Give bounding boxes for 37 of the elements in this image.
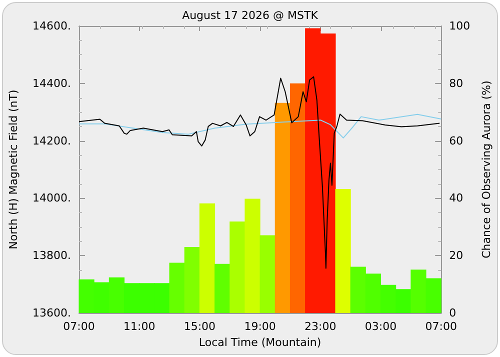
bar xyxy=(335,189,351,313)
x-axis-title: Local Time (Mountain) xyxy=(198,336,322,349)
x-tick-label: 03:00 xyxy=(364,320,397,333)
bar xyxy=(426,278,442,313)
y2-tick-label: 0 xyxy=(449,306,456,320)
y-tick-label: 14000. xyxy=(32,192,71,205)
y2-tick-label: 60 xyxy=(449,134,464,148)
x-tick-label: 23:00 xyxy=(304,320,336,333)
y-axis-title: North (H) Magnetic Field (nT) xyxy=(7,90,20,250)
bar xyxy=(169,262,185,313)
y2-tick-label: 40 xyxy=(449,192,464,205)
y2-tick-label: 80 xyxy=(449,76,464,90)
bar xyxy=(410,270,426,313)
y-tick-label: 14200. xyxy=(32,134,71,148)
x-tick-label: 11:00 xyxy=(124,320,156,333)
line-series xyxy=(78,76,440,269)
bar xyxy=(290,83,306,313)
bar xyxy=(260,235,276,313)
bar xyxy=(244,198,260,313)
y-tick-label: 14400. xyxy=(32,76,71,90)
y2-tick-label: 100 xyxy=(449,20,470,32)
bar xyxy=(214,264,230,313)
y-tick-label: 13800. xyxy=(32,249,71,262)
bar xyxy=(230,221,246,313)
x-tick-label: 15:00 xyxy=(184,320,216,333)
x-tick-label: 19:00 xyxy=(244,320,276,333)
x-tick-label: 07:00 xyxy=(63,320,95,333)
y-tick-label: 14600. xyxy=(32,20,71,32)
bar xyxy=(199,203,216,313)
chart-title: August 17 2026 @ MSTK xyxy=(182,9,319,22)
y2-axis-title: Chance of Observing Aurora (%) xyxy=(480,80,493,258)
y2-tick-label: 20 xyxy=(449,249,464,262)
x-tick-label: 07:00 xyxy=(425,320,457,333)
bar xyxy=(184,246,200,313)
y-tick-label: 13600. xyxy=(32,306,71,320)
line-series xyxy=(78,114,442,138)
bar xyxy=(274,102,290,313)
